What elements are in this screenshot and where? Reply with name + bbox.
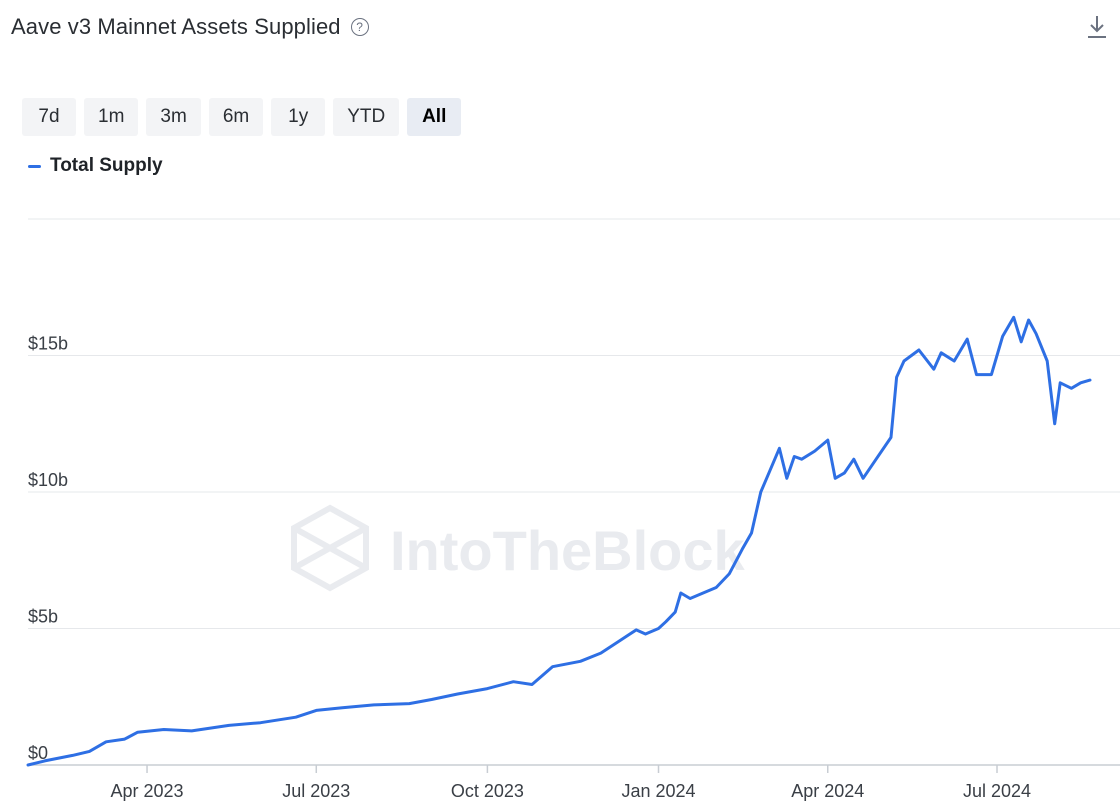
watermark-text: IntoTheBlock — [390, 519, 746, 582]
x-tick-label: Jan 2024 — [621, 781, 695, 801]
chart-title: Aave v3 Mainnet Assets Supplied — [11, 14, 341, 39]
range-3m-button[interactable]: 3m — [146, 98, 201, 136]
legend-swatch — [28, 164, 41, 168]
y-tick-label: $5b — [28, 607, 58, 627]
series-line-total-supply — [26, 315, 1092, 767]
x-tick-label: Oct 2023 — [451, 781, 524, 801]
question-circle-icon[interactable]: ? — [350, 18, 369, 36]
x-tick-label: Jul 2023 — [282, 781, 350, 801]
legend-label-total-supply: Total Supply — [50, 155, 163, 176]
range-1y-button[interactable]: 1y — [271, 98, 326, 136]
y-tick-label: $10b — [28, 470, 68, 490]
range-6m-button[interactable]: 6m — [208, 98, 264, 136]
x-tick-label: Jul 2024 — [963, 781, 1031, 801]
chart-legend[interactable]: Total Supply — [28, 155, 163, 177]
download-icon[interactable] — [1086, 14, 1108, 40]
range-1m-button[interactable]: 1m — [84, 98, 139, 136]
range-all-button[interactable]: All — [407, 98, 462, 136]
time-range-selector: 7d 1m 3m 6m 1y YTD All — [22, 98, 462, 136]
range-ytd-button[interactable]: YTD — [333, 98, 400, 136]
y-tick-label: $0 — [28, 743, 48, 763]
x-tick-label: Apr 2023 — [111, 781, 184, 801]
y-tick-label: $15b — [28, 334, 68, 354]
x-tick-label: Apr 2024 — [791, 781, 864, 801]
chart-header: Aave v3 Mainnet Assets Supplied ? — [11, 14, 369, 40]
watermark-logo-icon — [291, 504, 369, 592]
range-7d-button[interactable]: 7d — [22, 98, 76, 136]
